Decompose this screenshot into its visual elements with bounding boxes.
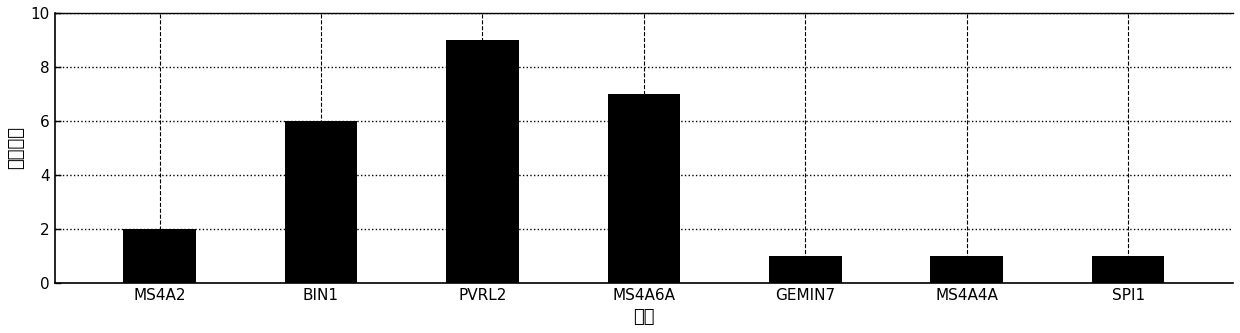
Bar <box>446 40 518 283</box>
Bar <box>769 256 842 283</box>
Bar <box>123 229 196 283</box>
Bar <box>285 121 357 283</box>
X-axis label: 基因: 基因 <box>634 308 655 326</box>
Bar <box>608 94 681 283</box>
Bar <box>930 256 1003 283</box>
Y-axis label: 放映次数: 放映次数 <box>7 126 25 169</box>
Bar <box>1091 256 1164 283</box>
